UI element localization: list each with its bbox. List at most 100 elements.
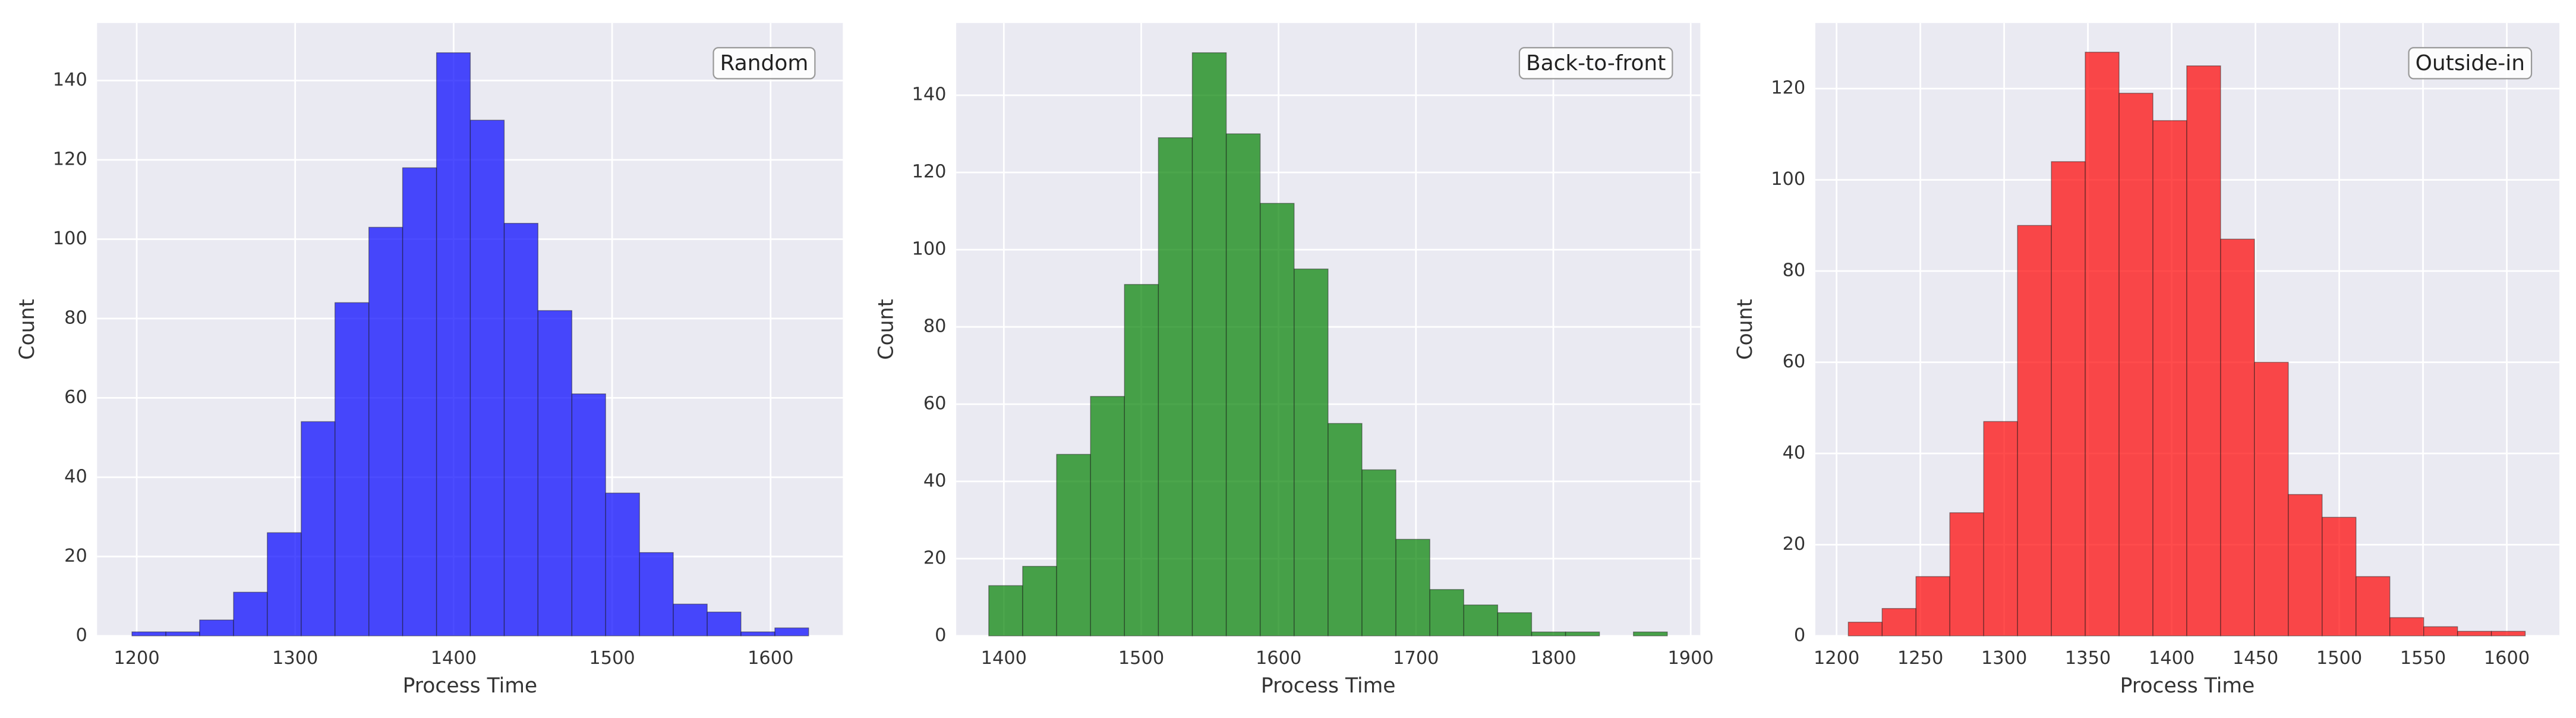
hist-bar	[537, 310, 573, 637]
annotation-box	[712, 47, 816, 80]
hist-bar	[2389, 617, 2424, 637]
y-axis-label: Count	[1733, 299, 1757, 360]
y-tick-label: 120	[1771, 78, 1805, 99]
y-tick-label: 80	[64, 307, 87, 328]
hist-bar	[571, 393, 606, 637]
hist-bar	[774, 627, 809, 637]
hist-bar	[1225, 133, 1261, 637]
hist-bar	[1847, 622, 1883, 637]
y-tick-label: 0	[75, 625, 87, 645]
x-tick-label: 1400	[431, 648, 477, 669]
annotation: Outside-in	[2416, 51, 2525, 75]
hist-bar	[2356, 576, 2391, 637]
x-tick-label: 1900	[1667, 648, 1713, 669]
hist-bar	[1497, 612, 1533, 637]
hist-bar	[1056, 454, 1091, 637]
x-tick-label: 1300	[1981, 648, 2027, 669]
x-tick-label: 1600	[748, 648, 793, 669]
subplot: 0 20 40 60 80 100 120 140 1200 1300 1400 1500 1600 Pr…	[15, 23, 843, 698]
annotation-box	[2408, 47, 2533, 80]
y-tick-label: 0	[935, 625, 946, 645]
hist-bar	[2085, 52, 2120, 637]
x-axis-label: Process Time	[2120, 674, 2255, 698]
hist-bar	[1429, 589, 1464, 637]
x-tick-label: 1200	[113, 648, 159, 669]
hist-bar	[199, 619, 234, 637]
hist-bar	[233, 591, 268, 637]
y-tick-label: 100	[53, 228, 87, 249]
hist-bar	[1633, 631, 1668, 637]
hist-bar	[1395, 538, 1430, 637]
x-axis-label: Process Time	[1261, 674, 1396, 698]
x-tick-label: 1800	[1530, 648, 1576, 669]
y-tick-label: 60	[1783, 351, 1806, 372]
x-tick-label: 1200	[1814, 648, 1859, 669]
hist-bar	[1328, 423, 1363, 637]
hist-bar	[707, 612, 742, 637]
hist-bar	[1158, 137, 1193, 637]
annotation: Random	[720, 51, 809, 75]
hist-bar	[1463, 604, 1499, 637]
hist-bar	[2118, 93, 2154, 637]
hist-bar	[1191, 52, 1227, 637]
hist-bar	[1949, 512, 1984, 637]
hist-bar	[1259, 203, 1295, 637]
hist-bar	[1531, 631, 1566, 637]
y-tick-label: 60	[64, 387, 87, 408]
hist-bar	[267, 532, 302, 637]
hist-bar	[2490, 631, 2526, 637]
hist-bar	[1294, 268, 1329, 637]
hist-bar	[639, 552, 674, 637]
y-tick-label: 40	[64, 466, 87, 487]
hist-bar	[2322, 517, 2357, 637]
hist-bar	[2288, 494, 2323, 637]
y-tick-label: 100	[1771, 169, 1805, 190]
x-tick-label: 1500	[2316, 648, 2362, 669]
y-axis-label: Count	[875, 299, 898, 360]
hist-bar	[165, 631, 200, 637]
hist-bar	[988, 585, 1023, 637]
annotation-box	[1518, 47, 1673, 80]
hist-bar	[469, 119, 505, 637]
y-tick-label: 0	[1794, 625, 1805, 645]
y-tick-label: 40	[1783, 442, 1806, 463]
hist-bar	[1881, 608, 1916, 637]
x-tick-label: 1250	[1897, 648, 1943, 669]
y-tick-label: 120	[53, 149, 87, 169]
y-tick-label: 20	[1783, 534, 1806, 555]
y-tick-label: 140	[53, 70, 87, 90]
hist-bar	[605, 492, 640, 637]
hist-bar	[740, 631, 775, 637]
hist-bar	[2220, 238, 2255, 637]
x-tick-label: 1300	[272, 648, 318, 669]
hist-bar	[2423, 626, 2458, 637]
y-tick-label: 80	[923, 316, 947, 337]
hist-bar	[1915, 576, 1950, 637]
y-axis-label: Count	[15, 299, 39, 360]
hist-bar	[1124, 284, 1159, 637]
x-tick-label: 1350	[2065, 648, 2111, 669]
hist-bar	[301, 421, 336, 637]
y-tick-label: 20	[64, 546, 87, 566]
x-tick-label: 1450	[2233, 648, 2278, 669]
x-tick-label: 1400	[981, 648, 1027, 669]
y-tick-label: 20	[923, 547, 947, 568]
x-tick-label: 1500	[1118, 648, 1164, 669]
hist-bar	[1361, 469, 1396, 637]
hist-bar	[2017, 225, 2052, 637]
y-tick-label: 140	[912, 84, 947, 105]
x-tick-label: 1600	[1256, 648, 1301, 669]
x-tick-label: 1400	[2149, 648, 2195, 669]
hist-bar	[2152, 120, 2187, 637]
annotation: Back-to-front	[1526, 51, 1666, 75]
hist-bar	[2186, 65, 2221, 637]
y-tick-label: 100	[912, 239, 947, 260]
y-tick-label: 120	[912, 162, 947, 182]
hist-bar	[1090, 396, 1125, 637]
subplot: 0 20 40 60 80 100 120 140 1400 1500 1600 1700 1800 19…	[875, 23, 1714, 698]
x-tick-label: 1600	[2484, 648, 2530, 669]
hist-bar	[503, 223, 538, 637]
hist-bar	[2254, 361, 2289, 637]
